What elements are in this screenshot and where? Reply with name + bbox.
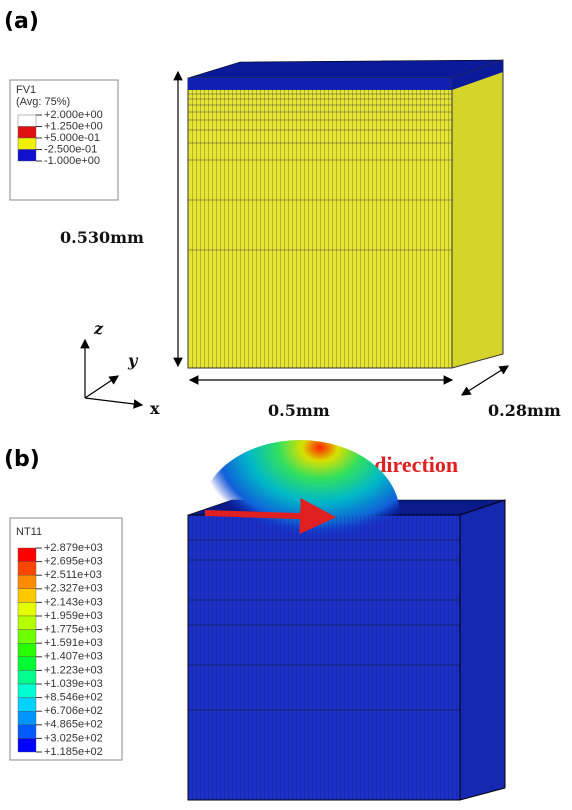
legend-subtitle: (Avg: 75%) <box>16 96 70 108</box>
legend-entry: +8.546e+02 <box>44 692 103 704</box>
legend-entry: +1.250e+00 <box>44 120 103 132</box>
legend-title: FV1 <box>16 84 36 96</box>
legend-entry: +2.879e+03 <box>44 542 103 554</box>
legend-swatch <box>17 683 37 698</box>
legend-swatch <box>17 137 37 150</box>
legend-entry: +6.706e+02 <box>44 705 103 717</box>
legend-entry: +1.223e+03 <box>44 664 103 676</box>
legend-entry: +5.000e-01 <box>44 132 100 144</box>
legend-swatch <box>17 114 37 127</box>
width-label: 0.5mm <box>268 401 330 420</box>
height-label: 0.530mm <box>60 228 144 247</box>
legend-swatch <box>17 697 37 712</box>
legend-entry: +1.959e+03 <box>44 610 103 622</box>
legend-entry: +1.775e+03 <box>44 624 103 636</box>
z-axis-label: z <box>93 319 104 338</box>
legend-entry: +1.185e+02 <box>44 746 103 758</box>
y-axis-label: y <box>127 351 139 370</box>
legend-entry: +2.143e+03 <box>44 596 103 608</box>
legend-swatch <box>17 149 37 162</box>
x-axis-label: x <box>150 399 160 418</box>
depth-label: 0.28mm <box>488 401 561 420</box>
depth-arrow <box>460 365 510 396</box>
legend-swatch <box>17 738 37 753</box>
legend-entry: +1.407e+03 <box>44 651 103 663</box>
legend-entry: +1.591e+03 <box>44 637 103 649</box>
legend-entry: -1.000e+00 <box>44 155 100 167</box>
legend-entry: +4.865e+02 <box>44 719 103 731</box>
legend-entry: +1.039e+03 <box>44 678 103 690</box>
legend-entry: +2.327e+03 <box>44 583 103 595</box>
legend-title: NT11 <box>16 526 42 538</box>
legend-entry: +2.000e+00 <box>44 109 103 121</box>
legend-entry: +2.695e+03 <box>44 556 103 568</box>
legend-swatch <box>17 602 37 617</box>
legend-swatch <box>17 724 37 739</box>
mesh-block-a <box>187 59 504 369</box>
mesh-block-b <box>187 440 506 801</box>
legend-swatch <box>17 588 37 603</box>
panel-label: (b) <box>4 447 40 472</box>
panel-label: (a) <box>4 9 39 34</box>
legend-swatch <box>17 711 37 726</box>
legend-swatch <box>17 656 37 671</box>
legend-entry: -2.500e-01 <box>44 143 97 155</box>
legend-swatch <box>17 615 37 630</box>
legend-swatch <box>17 547 37 562</box>
legend-entry: +2.511e+03 <box>44 569 102 581</box>
legend-swatch <box>17 643 37 658</box>
legend-swatch <box>17 575 37 590</box>
legend-swatch <box>17 670 37 685</box>
legend-swatch <box>17 561 37 576</box>
legend-swatch <box>17 126 37 139</box>
axes-triad <box>80 338 144 409</box>
legend-swatch <box>17 629 37 644</box>
legend-entry: +3.025e+02 <box>44 732 103 744</box>
